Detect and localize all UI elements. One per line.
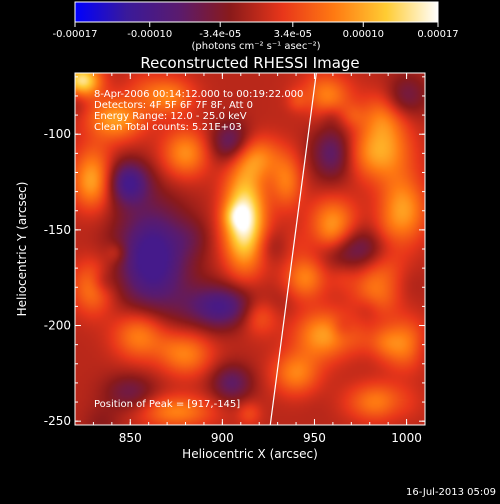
heatmap-image [75, 73, 425, 425]
x-tick-label: 850 [119, 431, 142, 445]
colorbar-gradient [75, 2, 438, 22]
x-tick-label: 950 [303, 431, 326, 445]
y-tick-label: -250 [44, 414, 71, 428]
y-tick-label: -100 [44, 127, 71, 141]
solar-limb-line [269, 73, 317, 425]
colorbar-tick-label: -3.4e-05 [199, 29, 241, 40]
y-tick-label: -150 [44, 223, 71, 237]
colorbar-ticks: -0.00017 -0.00010 -3.4e-05 3.4e-05 0.00010 0.… [53, 22, 459, 40]
x-tick-label: 900 [211, 431, 234, 445]
colorbar: -0.00017 -0.00010 -3.4e-05 3.4e-05 0.00010 0.… [53, 1, 459, 52]
x-tick-label: 1000 [391, 431, 422, 445]
colorbar-tick-label: 0.00010 [343, 29, 384, 40]
y-tick-label: -200 [44, 319, 71, 333]
colorbar-units: (photons cm⁻² s⁻¹ asec⁻²) [191, 41, 320, 52]
annotation-detectors: Detectors: 4F 5F 6F 7F 8F, Att 0 [94, 100, 253, 111]
chart-title: Reconstructed RHESSI Image [140, 54, 359, 72]
annotation-block: 8-Apr-2006 00:14:12.000 to 00:19:22.000 … [94, 89, 303, 410]
x-axis: 850 900 950 1000 [92, 73, 426, 445]
colorbar-tick-label: -0.00017 [53, 29, 98, 40]
peak-position-label: Position of Peak = [917,-145] [94, 399, 240, 410]
annotation-counts: Clean Total counts: 5.21E+03 [94, 122, 242, 133]
x-axis-label: Heliocentric X (arcsec) [182, 447, 318, 461]
y-axis-label: Heliocentric Y (arcsec) [15, 182, 29, 317]
colorbar-tick-label: -0.00010 [127, 29, 172, 40]
colorbar-tick-label: 0.00017 [417, 29, 458, 40]
colorbar-tick-label: 3.4e-05 [274, 29, 312, 40]
annotation-time: 8-Apr-2006 00:14:12.000 to 00:19:22.000 [94, 89, 303, 100]
y-axis: -100 -150 -200 -250 [44, 76, 425, 428]
timestamp: 16-Jul-2013 05:09 [405, 487, 496, 498]
colorbar-frame [74, 1, 439, 23]
annotation-energy: Energy Range: 12.0 - 25.0 keV [94, 111, 247, 122]
